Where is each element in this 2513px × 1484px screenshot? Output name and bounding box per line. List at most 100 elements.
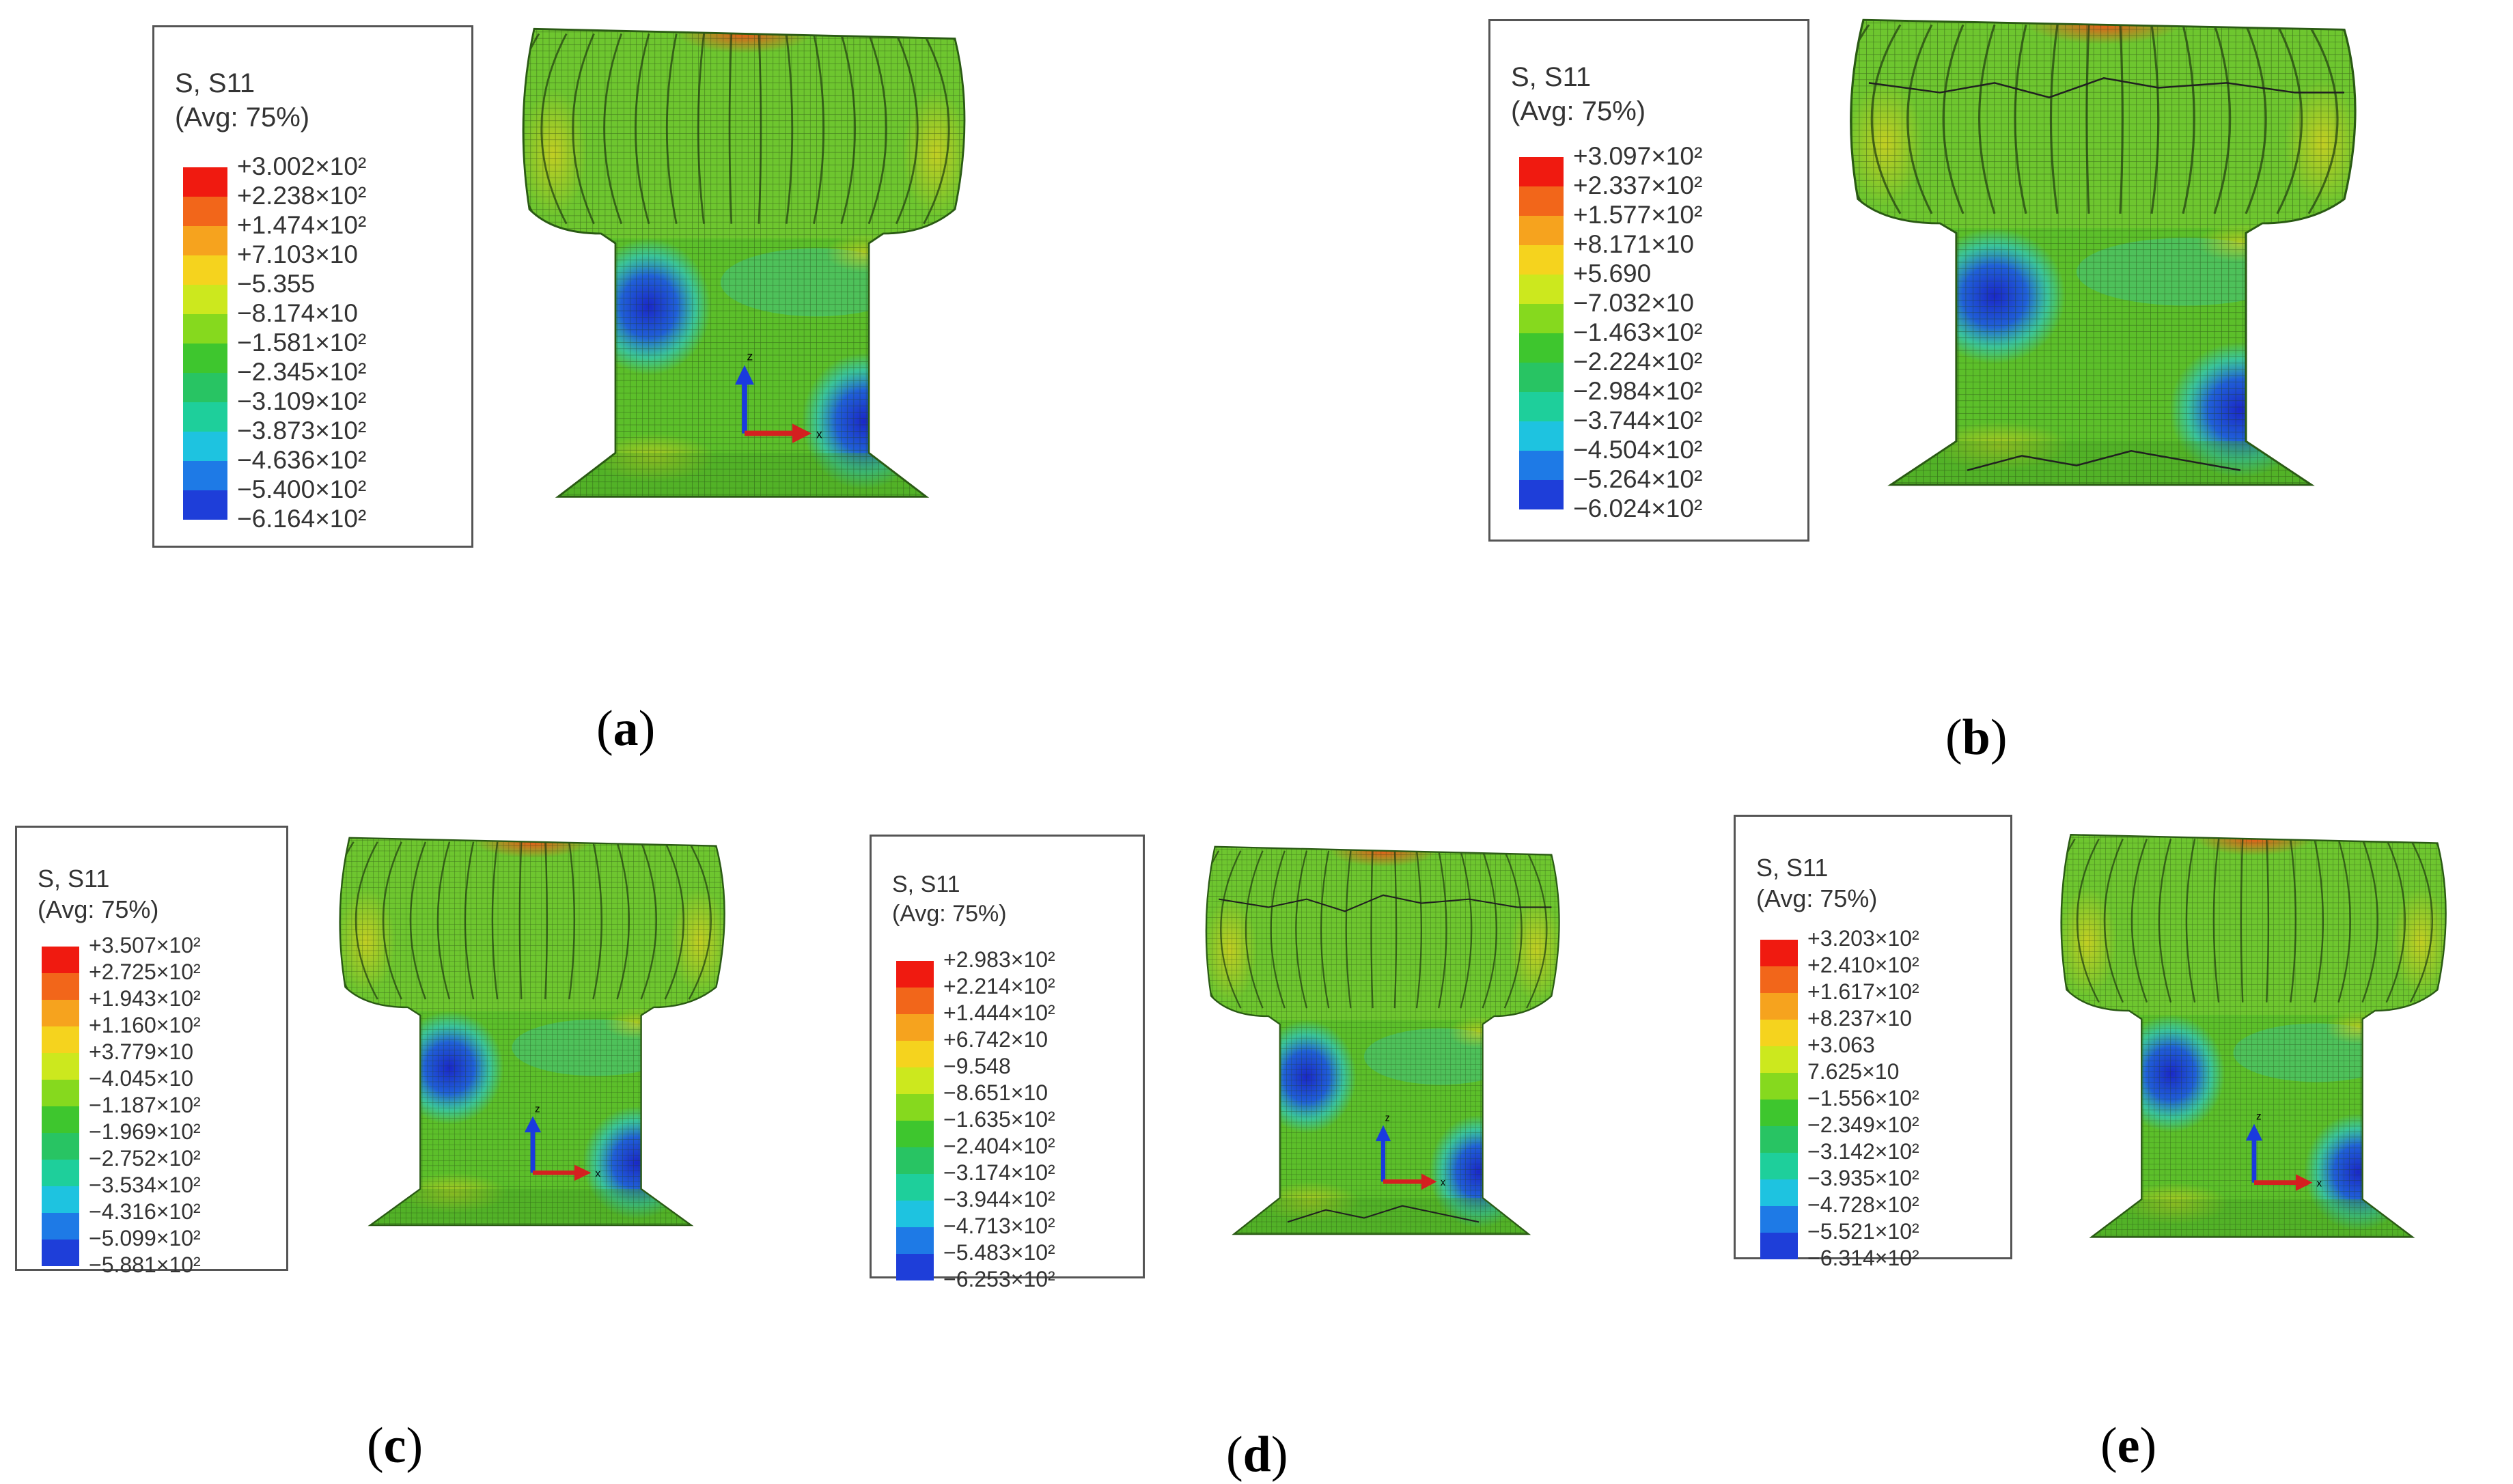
color-band: [1760, 1152, 1798, 1179]
legend-value: −3.534×10²: [89, 1173, 201, 1197]
legend-c: S, S11 (Avg: 75%) +3.507×10² +2.725×10² +1.9…: [15, 826, 288, 1277]
color-band: [183, 284, 227, 314]
legend-value: −5.355: [237, 270, 316, 298]
legend-value: +1.577×10²: [1573, 201, 1703, 229]
color-band: [42, 1106, 79, 1133]
legend-value: +1.943×10²: [89, 986, 201, 1011]
color-band: [183, 431, 227, 461]
color-band: [42, 1239, 79, 1266]
legend-value: 7.625×10: [1807, 1059, 1900, 1084]
color-bar: [42, 946, 79, 1266]
legend-subtitle: (Avg: 75%): [892, 901, 1007, 927]
legend-value: −4.728×10²: [1807, 1192, 1919, 1217]
color-band: [183, 196, 227, 226]
legend-value: −4.316×10²: [89, 1199, 201, 1224]
legend-value: −2.224×10²: [1573, 348, 1703, 376]
axis-label-z: z: [1385, 1112, 1390, 1123]
axis-label-z: z: [2256, 1111, 2262, 1123]
color-band: [1519, 391, 1564, 421]
legend-value: −3.174×10²: [943, 1160, 1055, 1185]
panel-caption-a: (a): [596, 701, 656, 757]
coordinate-axes: zx: [2245, 1111, 2322, 1191]
legend-title: S, S11: [175, 68, 255, 98]
panel-caption-c: (c): [367, 1418, 424, 1474]
color-band: [896, 987, 934, 1014]
legend-subtitle: (Avg: 75%): [175, 102, 310, 132]
color-band: [896, 1067, 934, 1094]
legend-value: −2.752×10²: [89, 1146, 201, 1171]
legend-value: −1.635×10²: [943, 1107, 1055, 1132]
legend-value: −1.969×10²: [89, 1119, 201, 1144]
legend-value: −8.174×10: [237, 299, 358, 327]
legend-value: +5.690: [1573, 260, 1652, 288]
legend-value: +2.337×10²: [1573, 171, 1703, 199]
legend-subtitle: (Avg: 75%): [1511, 96, 1646, 126]
legend-value: −9.548: [943, 1054, 1011, 1078]
legend-d: S, S11 (Avg: 75%) +2.983×10² +2.214×10² +1.4…: [870, 835, 1145, 1291]
legend-value: −3.873×10²: [237, 417, 367, 445]
axis-label-x: x: [816, 428, 822, 441]
stress-contour-model-d: zx: [1205, 845, 1560, 1235]
coordinate-axes: zx: [735, 349, 822, 443]
color-band: [1519, 186, 1564, 216]
legend-value: +3.097×10²: [1573, 142, 1703, 170]
legend-value: +6.742×10: [943, 1027, 1049, 1052]
stress-contour-model-e: zx: [2060, 834, 2447, 1238]
panel-caption-letter: d: [1242, 1427, 1271, 1483]
legend-value: +2.238×10²: [237, 182, 367, 210]
color-band: [1760, 966, 1798, 993]
legend-value: −2.345×10²: [237, 358, 367, 386]
color-band: [1519, 274, 1564, 304]
color-band: [183, 490, 227, 520]
legend-value: −3.109×10²: [237, 387, 367, 415]
legend-value: +3.779×10: [89, 1039, 194, 1064]
legend-value: +3.203×10²: [1807, 926, 1919, 951]
color-band: [1519, 156, 1564, 186]
color-band: [1760, 939, 1798, 966]
legend-value: −1.556×10²: [1807, 1086, 1919, 1110]
color-band: [183, 402, 227, 432]
legend-value: −1.581×10²: [237, 328, 367, 356]
legend-value: +1.444×10²: [943, 1000, 1055, 1025]
stress-contour-model-c: zx: [339, 837, 725, 1227]
legend-title: S, S11: [38, 865, 110, 893]
panel-caption-letter: b: [1962, 710, 1990, 766]
color-band: [183, 167, 227, 197]
color-band: [1519, 303, 1564, 333]
color-band: [42, 1132, 79, 1160]
color-band: [1760, 1072, 1798, 1100]
color-band: [896, 1013, 934, 1041]
legend-value: +2.410×10²: [1807, 953, 1919, 977]
color-band: [896, 1120, 934, 1147]
coordinate-axes: zx: [524, 1104, 601, 1181]
panel-caption-b: (b): [1945, 710, 2008, 766]
axis-label-z: z: [747, 349, 753, 363]
color-band: [42, 1186, 79, 1213]
legend-value: −3.935×10²: [1807, 1166, 1919, 1190]
color-band: [1760, 1019, 1798, 1046]
color-band: [896, 1093, 934, 1121]
legend-value: −5.264×10²: [1573, 465, 1703, 493]
legend-value: −3.142×10²: [1807, 1139, 1919, 1164]
color-band: [42, 1052, 79, 1080]
legend-subtitle: (Avg: 75%): [1756, 884, 1878, 912]
panel-caption-letter: a: [613, 701, 639, 757]
legend-value: +2.214×10²: [943, 974, 1055, 998]
color-band: [42, 1212, 79, 1240]
legend-value: −4.045×10: [89, 1066, 194, 1091]
color-band: [896, 1173, 934, 1201]
legend-value: +8.171×10: [1573, 230, 1694, 258]
color-band: [896, 1227, 934, 1254]
color-band: [896, 960, 934, 988]
legend-value: −5.483×10²: [943, 1240, 1055, 1265]
legend-value: +2.983×10²: [943, 947, 1055, 972]
color-band: [42, 946, 79, 973]
legend-value: +1.474×10²: [237, 211, 367, 239]
legend-value: −3.744×10²: [1573, 406, 1703, 434]
axis-label-z: z: [535, 1104, 540, 1115]
legend-title: S, S11: [892, 871, 960, 897]
color-band: [1519, 333, 1564, 363]
legend-title: S, S11: [1511, 62, 1592, 92]
legend-value: −6.253×10²: [943, 1267, 1055, 1291]
color-band: [183, 372, 227, 402]
